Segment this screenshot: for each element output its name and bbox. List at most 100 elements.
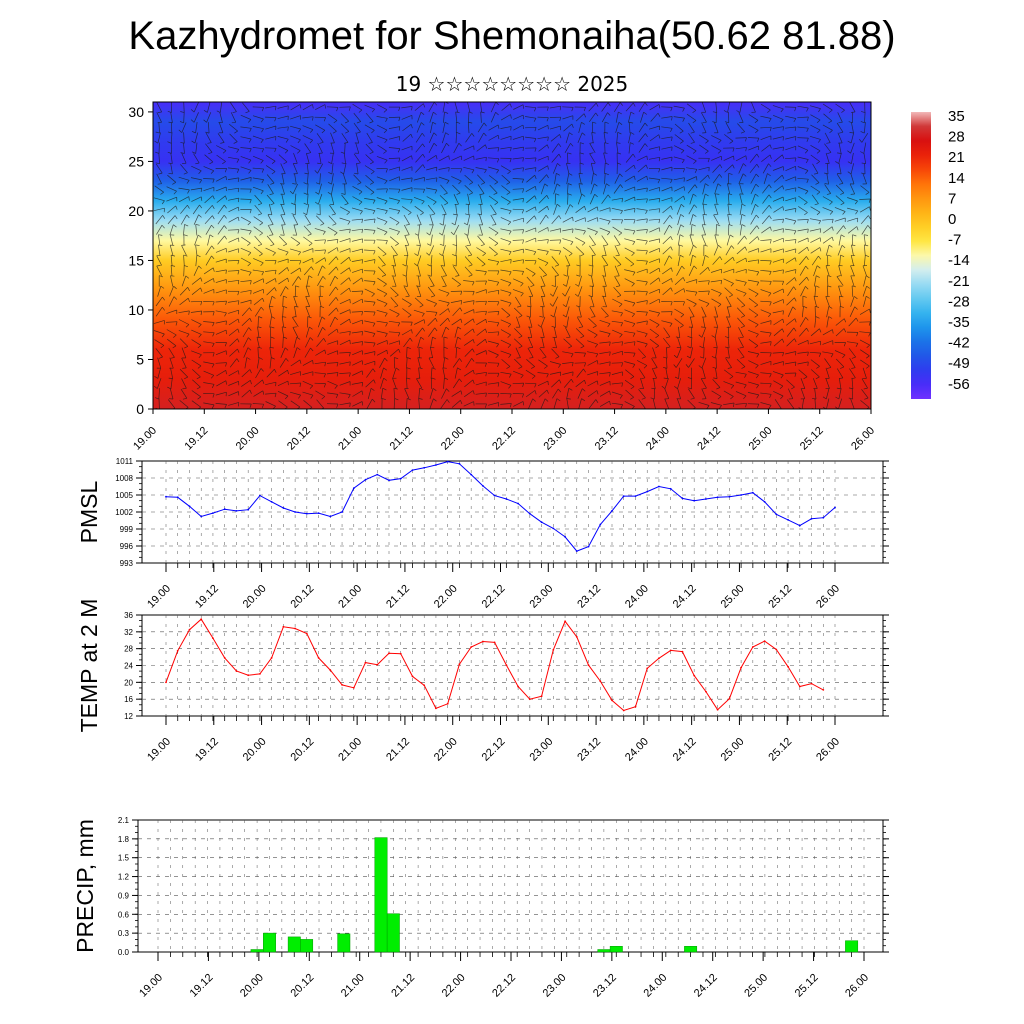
wind-barb — [454, 337, 458, 348]
wind-barb-flag — [641, 356, 646, 359]
wind-barb — [587, 206, 598, 213]
wind-barb — [203, 186, 215, 192]
wind-barb — [290, 115, 301, 120]
wind-barb — [170, 367, 174, 379]
wind-barb-flag — [579, 152, 584, 155]
wind-barb — [314, 239, 326, 241]
wind-barb — [698, 401, 710, 406]
wind-barb-flag — [741, 224, 746, 227]
wind-barb — [167, 399, 176, 409]
wind-barb — [389, 348, 399, 357]
wind-barb-flag — [607, 323, 611, 328]
wind-barb — [327, 247, 338, 254]
wind-barb-flag — [856, 226, 859, 231]
wind-barb — [554, 173, 557, 185]
wind-barb — [402, 124, 412, 132]
wind-barb — [562, 216, 573, 223]
wind-barb — [169, 245, 174, 256]
wind-barb-flag — [186, 214, 190, 219]
wind-barb-flag — [212, 301, 215, 306]
wind-barb — [513, 278, 524, 284]
wind-barb — [859, 308, 870, 315]
wind-barb — [306, 275, 310, 287]
wind-barb — [254, 235, 263, 245]
wind-barb — [688, 306, 695, 317]
wind-barb — [838, 285, 842, 297]
wind-barb — [551, 348, 560, 357]
wind-barb-flag — [508, 354, 512, 358]
wind-barb-flag — [851, 111, 856, 113]
wind-barb — [748, 145, 759, 151]
wind-barb-flag — [323, 373, 326, 378]
wind-barb-flag — [310, 347, 314, 352]
wind-barb — [525, 390, 536, 398]
wind-barb — [710, 268, 722, 273]
wind-barb-flag — [727, 367, 732, 369]
wind-barb — [527, 347, 534, 358]
wind-barb — [430, 255, 433, 267]
wind-barb-flag — [225, 195, 228, 200]
wind-barb — [157, 132, 161, 144]
wind-barb-flag — [841, 245, 846, 249]
wind-barb — [228, 318, 239, 326]
wind-barb — [406, 398, 408, 409]
pmsl-x-tick-label: 19.00 — [145, 583, 173, 611]
wind-barb — [797, 126, 809, 129]
wind-barb — [500, 371, 512, 375]
wind-barb-flag — [398, 117, 401, 122]
wind-barb — [810, 185, 821, 193]
wind-barb-flag — [743, 395, 747, 400]
wind-barb-flag — [370, 171, 375, 175]
wind-barb — [364, 351, 376, 355]
wind-barb — [822, 236, 833, 244]
wind-barb — [613, 235, 621, 245]
wind-barb-flag — [283, 161, 288, 165]
temp2m-x-tick-label: 24.12 — [671, 736, 699, 764]
wind-barb-flag — [245, 111, 250, 114]
wind-barb — [851, 377, 854, 389]
wind-barb-flag — [154, 397, 159, 400]
wind-barb — [240, 114, 252, 120]
wind-barb — [376, 299, 388, 304]
wind-barb-flag — [508, 251, 512, 256]
wind-barb — [625, 102, 634, 112]
wind-barb-flag — [260, 139, 264, 144]
wind-barb-flag — [346, 211, 350, 216]
wind-barb — [429, 398, 434, 409]
wind-barb — [192, 204, 200, 215]
wind-barb — [637, 164, 647, 173]
wind-barb — [351, 207, 363, 212]
wind-barb — [624, 351, 636, 354]
wind-barb-flag — [631, 313, 635, 318]
wind-barb — [401, 155, 412, 162]
wind-barb — [404, 388, 410, 399]
temp2m-data-point — [435, 707, 437, 710]
wind-barb-flag — [261, 271, 265, 276]
wind-barb-flag — [173, 190, 177, 195]
wind-barb-flag — [547, 125, 549, 130]
wind-barb — [351, 382, 363, 385]
pmsl-x-tick-label: 22.12 — [480, 583, 508, 611]
wind-barb — [564, 204, 571, 215]
wind-barb — [772, 248, 784, 253]
wind-barb — [315, 390, 325, 397]
wind-barb — [688, 358, 695, 368]
wind-barb-flag — [542, 356, 547, 359]
wind-barb-flag — [646, 198, 648, 203]
wind-barb — [379, 357, 386, 368]
wind-barb-flag — [180, 152, 185, 154]
wind-barb-flag — [199, 204, 203, 209]
wind-barb — [849, 306, 856, 317]
wind-barb — [227, 260, 240, 262]
wind-barb — [785, 115, 796, 119]
wind-barb — [785, 239, 797, 242]
wind-barb-flag — [181, 244, 186, 246]
wind-barb — [376, 176, 388, 182]
wind-barb-flag — [596, 390, 599, 395]
wind-barb-flag — [531, 375, 536, 379]
wind-barb — [824, 184, 831, 194]
precip-bar — [337, 933, 351, 953]
wind-barb-flag — [456, 131, 461, 135]
wind-barb — [156, 265, 163, 276]
wind-barb-flag — [706, 405, 710, 409]
